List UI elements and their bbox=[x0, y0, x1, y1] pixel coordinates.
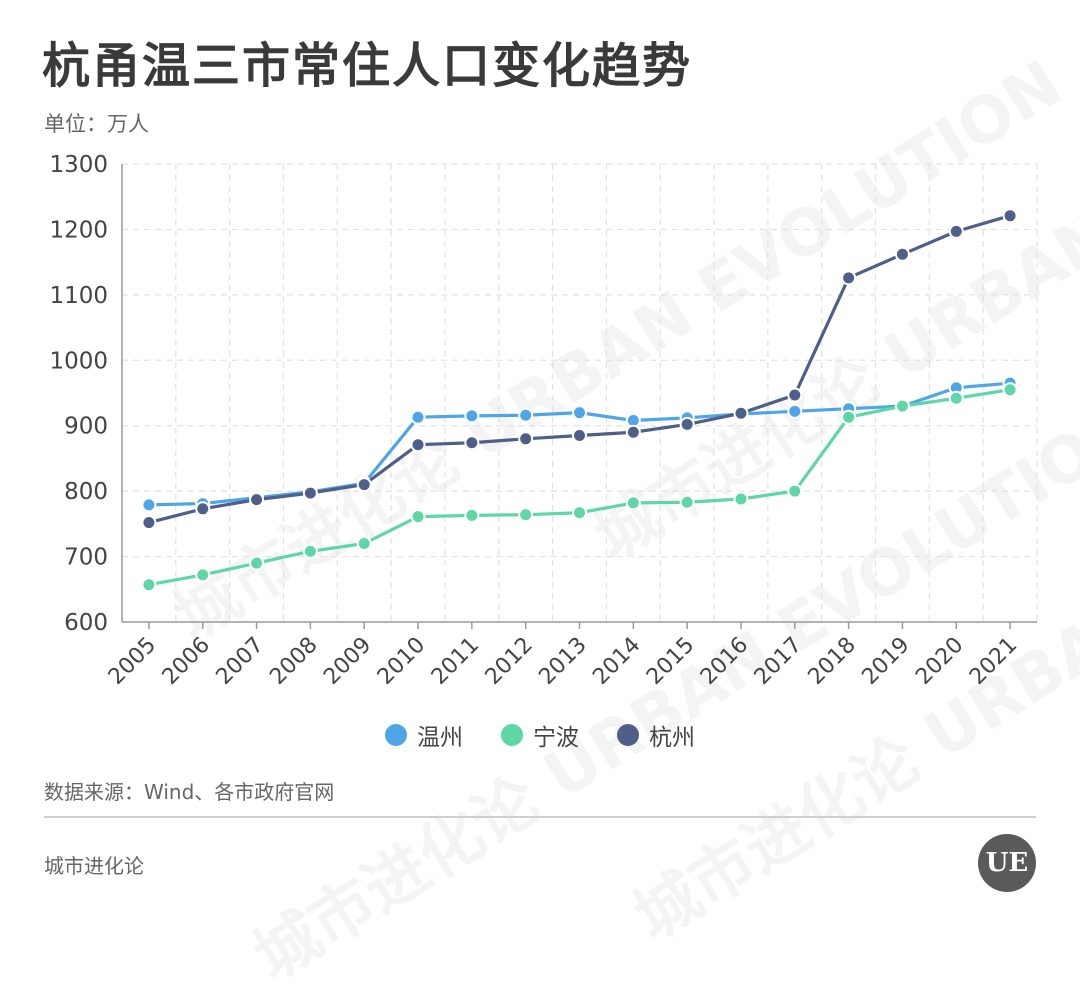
data-point bbox=[1002, 382, 1018, 398]
data-source: 数据来源：Wind、各市政府官网 bbox=[44, 780, 335, 804]
legend: 温州 宁波 杭州 bbox=[0, 718, 1080, 752]
data-point bbox=[464, 435, 480, 451]
x-tick-label: 2009 bbox=[319, 633, 376, 690]
data-point bbox=[518, 431, 534, 447]
data-point bbox=[195, 501, 211, 517]
x-tick-label: 2015 bbox=[642, 633, 699, 690]
brand-logo: UE bbox=[978, 834, 1036, 892]
data-point bbox=[894, 398, 910, 414]
y-tick-label: 1200 bbox=[49, 217, 108, 243]
data-point bbox=[141, 515, 157, 531]
y-tick-label: 900 bbox=[64, 414, 108, 440]
x-tick-label: 2005 bbox=[104, 633, 161, 690]
data-point bbox=[410, 409, 426, 425]
x-tick-label: 2008 bbox=[265, 633, 322, 690]
data-point bbox=[410, 509, 426, 525]
y-tick-label: 1100 bbox=[49, 283, 108, 309]
y-tick-label: 700 bbox=[64, 545, 108, 571]
data-point bbox=[464, 507, 480, 523]
data-point bbox=[679, 416, 695, 432]
unit-label: 单位：万人 bbox=[44, 112, 149, 136]
data-point bbox=[679, 494, 695, 510]
x-tick-label: 2018 bbox=[804, 633, 861, 690]
legend-item-wenzhou[interactable]: 温州 bbox=[385, 718, 463, 752]
data-point bbox=[464, 408, 480, 424]
data-point bbox=[625, 424, 641, 440]
data-point bbox=[625, 495, 641, 511]
legend-dot-icon bbox=[617, 724, 639, 746]
data-point bbox=[572, 428, 587, 444]
x-tick-label: 2016 bbox=[696, 633, 753, 690]
legend-dot-icon bbox=[385, 724, 407, 746]
data-point bbox=[841, 270, 857, 286]
series-line-0 bbox=[148, 381, 1011, 507]
data-point bbox=[518, 407, 534, 423]
data-point bbox=[841, 409, 857, 425]
legend-label: 温州 bbox=[417, 725, 463, 751]
x-tick-label: 2020 bbox=[911, 633, 968, 690]
data-point bbox=[141, 577, 157, 593]
data-point bbox=[787, 387, 803, 403]
x-tick-label: 2011 bbox=[427, 633, 484, 690]
data-point bbox=[302, 543, 318, 559]
data-point bbox=[572, 405, 587, 421]
x-tick-label: 2012 bbox=[481, 633, 538, 690]
data-point bbox=[249, 492, 265, 508]
data-point bbox=[787, 403, 803, 419]
footer-brand: 城市进化论 bbox=[44, 854, 144, 878]
data-point bbox=[356, 535, 372, 551]
data-point bbox=[249, 555, 265, 571]
y-tick-label: 800 bbox=[64, 479, 108, 505]
legend-label: 宁波 bbox=[533, 725, 579, 751]
data-point bbox=[410, 437, 426, 453]
x-tick-label: 2007 bbox=[212, 633, 269, 690]
data-point bbox=[894, 246, 910, 262]
x-tick-label: 2014 bbox=[588, 633, 645, 690]
x-tick-label: 2006 bbox=[158, 633, 215, 690]
legend-label: 杭州 bbox=[649, 725, 695, 751]
series-line-2 bbox=[148, 214, 1011, 525]
data-point bbox=[787, 483, 803, 499]
data-point bbox=[948, 390, 964, 406]
legend-dot-icon bbox=[501, 724, 523, 746]
y-tick-label: 1000 bbox=[49, 348, 108, 374]
data-point bbox=[1002, 208, 1018, 224]
data-point bbox=[733, 491, 749, 507]
data-point bbox=[733, 405, 749, 421]
data-point bbox=[356, 477, 372, 493]
x-tick-label: 2017 bbox=[750, 633, 807, 690]
x-tick-label: 2019 bbox=[857, 633, 914, 690]
line-chart: 600 700 800 900 1000 1100 1200 1300 200520062007… bbox=[49, 152, 1038, 690]
data-point bbox=[948, 223, 964, 239]
y-tick-label: 1300 bbox=[49, 152, 108, 178]
data-point bbox=[518, 507, 534, 523]
data-point bbox=[302, 485, 318, 501]
x-tick-label: 2021 bbox=[965, 633, 1022, 690]
data-point bbox=[572, 505, 587, 521]
divider bbox=[44, 816, 1036, 818]
legend-item-hangzhou[interactable]: 杭州 bbox=[617, 718, 695, 752]
legend-item-ningbo[interactable]: 宁波 bbox=[501, 718, 579, 752]
chart-title: 杭甬温三市常住人口变化趋势 bbox=[42, 38, 693, 94]
y-tick-label: 600 bbox=[64, 610, 108, 636]
data-point bbox=[195, 567, 211, 583]
x-tick-label: 2010 bbox=[373, 633, 430, 690]
data-point bbox=[141, 497, 157, 513]
x-tick-label: 2013 bbox=[534, 633, 591, 690]
